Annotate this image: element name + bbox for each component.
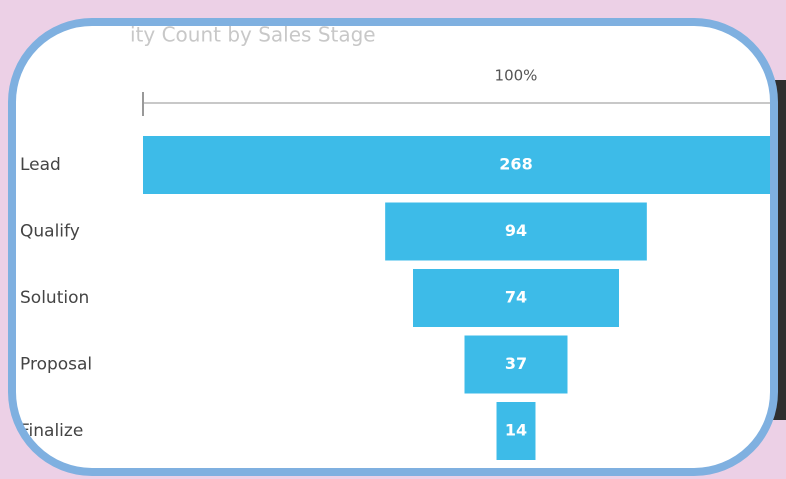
- category-label: Solution: [20, 288, 89, 308]
- data-label: 74: [505, 288, 527, 307]
- data-label: 268: [499, 155, 532, 174]
- chart-title: ity Count by Sales Stage: [130, 23, 376, 47]
- data-label: 37: [505, 354, 527, 373]
- funnel-bar: [385, 202, 647, 261]
- card-border: [8, 18, 778, 476]
- funnel-bar: [413, 269, 619, 327]
- funnel-bar: [496, 402, 536, 460]
- percent-label: 100%: [495, 67, 538, 85]
- funnel-bar: [464, 335, 568, 394]
- funnel-bar: [143, 136, 774, 194]
- category-label: Qualify: [20, 222, 80, 242]
- category-label: Finalize: [20, 421, 83, 441]
- data-label: 94: [505, 221, 527, 240]
- plot: ity Count by Sales Stage 100% Lead 268 Qual…: [20, 23, 774, 460]
- data-label: 14: [505, 421, 527, 440]
- category-label: Proposal: [20, 355, 92, 375]
- category-label: Lead: [20, 155, 61, 175]
